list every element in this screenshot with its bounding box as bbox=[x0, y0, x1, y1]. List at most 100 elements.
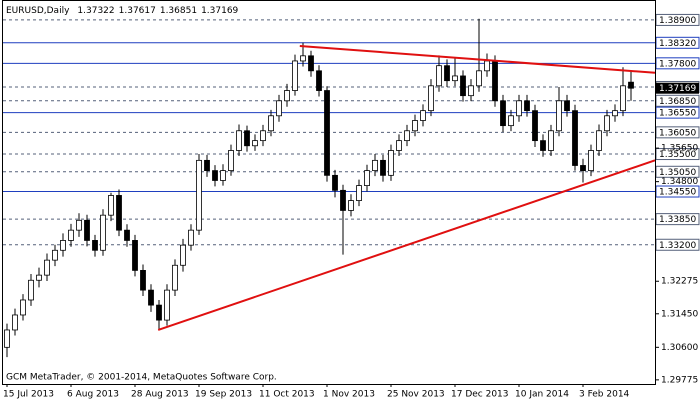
y-tick-label: 1.32275 bbox=[661, 277, 698, 287]
x-tick-label: 10 Jan 2014 bbox=[515, 390, 569, 400]
plot-frame bbox=[2, 0, 656, 385]
candle-body bbox=[372, 159, 378, 172]
candle-body bbox=[132, 240, 138, 271]
candle-body bbox=[20, 299, 26, 316]
candle-body bbox=[452, 75, 458, 82]
candle-body bbox=[588, 150, 594, 172]
candle-body bbox=[332, 174, 338, 191]
candle-body bbox=[188, 229, 194, 246]
candle-body bbox=[100, 214, 106, 251]
candle-body bbox=[84, 219, 90, 241]
y-tick-label: 1.35650 bbox=[661, 144, 698, 154]
candle-body bbox=[276, 100, 282, 117]
candle-body bbox=[92, 240, 98, 251]
candle-body bbox=[484, 60, 490, 72]
y-tick-label: 1.31450 bbox=[661, 309, 698, 319]
x-tick-label: 25 Nov 2013 bbox=[387, 390, 445, 400]
candle-body bbox=[364, 170, 370, 186]
candle-body bbox=[556, 100, 562, 132]
candle-body bbox=[108, 195, 114, 216]
candle-body bbox=[508, 115, 514, 127]
candle-body bbox=[196, 159, 202, 231]
candle-body bbox=[124, 229, 130, 241]
level-label: 1.36550 bbox=[659, 109, 696, 119]
candle-body bbox=[204, 159, 210, 172]
candle-body bbox=[396, 140, 402, 151]
header-high: 1.37617 bbox=[119, 6, 156, 16]
candle-body bbox=[596, 130, 602, 151]
header-open: 1.37322 bbox=[77, 6, 114, 16]
candle-body bbox=[468, 85, 474, 97]
level-label: 1.35500 bbox=[659, 150, 696, 160]
x-tick-label: 15 Jul 2013 bbox=[3, 390, 54, 400]
candle-body bbox=[148, 289, 154, 306]
level-label: 1.38320 bbox=[659, 39, 696, 49]
candle-body bbox=[260, 130, 266, 142]
y-tick-label: 1.34800 bbox=[661, 177, 698, 187]
candle-body bbox=[412, 120, 418, 132]
candle-body bbox=[308, 55, 314, 72]
trendline bbox=[157, 159, 656, 331]
candle-body bbox=[604, 115, 610, 132]
y-tick-label: 1.30600 bbox=[661, 343, 698, 353]
candle-body bbox=[164, 289, 170, 321]
candle-body bbox=[572, 110, 578, 166]
level-label: 1.36050 bbox=[659, 128, 696, 138]
level-label: 1.33200 bbox=[659, 241, 696, 251]
candle-body bbox=[524, 100, 530, 112]
price-box bbox=[656, 82, 699, 94]
candles bbox=[4, 18, 634, 358]
x-tick-label: 17 Dec 2013 bbox=[451, 390, 509, 400]
x-tick-label: 28 Aug 2013 bbox=[131, 390, 189, 400]
candle-body bbox=[236, 130, 242, 151]
level-label: 1.33850 bbox=[659, 215, 696, 225]
candle-body bbox=[620, 85, 626, 112]
candle-body bbox=[548, 130, 554, 151]
header-close: 1.37169 bbox=[201, 6, 238, 16]
candle-body bbox=[476, 70, 482, 87]
header-low: 1.36851 bbox=[160, 6, 197, 16]
candle-body bbox=[60, 240, 66, 251]
candle-body bbox=[444, 65, 450, 82]
candle-body bbox=[180, 244, 186, 266]
x-tick-label: 1 Nov 2013 bbox=[323, 390, 375, 400]
candle-body bbox=[532, 110, 538, 142]
x-tick-label: 6 Aug 2013 bbox=[67, 390, 119, 400]
candle-body bbox=[36, 274, 42, 281]
candle-body bbox=[156, 304, 162, 321]
candle-body bbox=[44, 259, 50, 276]
candle-body bbox=[492, 60, 498, 102]
candle-body bbox=[220, 170, 226, 181]
candle-body bbox=[516, 100, 522, 117]
candle-body bbox=[340, 189, 346, 211]
candle-body bbox=[380, 159, 386, 176]
candle-body bbox=[460, 75, 466, 97]
trendlines bbox=[157, 44, 656, 331]
candle-body bbox=[404, 130, 410, 142]
candle-body bbox=[268, 115, 274, 132]
candle-body bbox=[436, 65, 442, 87]
level-label: 1.36850 bbox=[659, 97, 696, 107]
level-label: 1.34550 bbox=[659, 188, 696, 198]
candle-body bbox=[300, 55, 306, 62]
candle-body bbox=[316, 70, 322, 91]
candle-body bbox=[12, 314, 18, 331]
candle-body bbox=[348, 200, 354, 211]
candle-body bbox=[140, 270, 146, 291]
candle-body bbox=[292, 60, 298, 91]
candle-body bbox=[252, 140, 258, 147]
candle-body bbox=[628, 81, 634, 89]
candle-body bbox=[212, 170, 218, 181]
candle-body bbox=[428, 85, 434, 112]
candle-body bbox=[324, 90, 330, 176]
x-tick-label: 11 Oct 2013 bbox=[259, 390, 315, 400]
chart-title: EURUSD,Daily 1.37322 1.37617 1.36851 1.37169 bbox=[6, 6, 239, 16]
trendline bbox=[299, 44, 656, 74]
candle-body bbox=[540, 140, 546, 151]
candle-body bbox=[500, 100, 506, 127]
candle-body bbox=[228, 150, 234, 172]
watermark: GCM MetaTrader, © 2001-2014, MetaQuotes … bbox=[6, 373, 277, 383]
level-label: 1.35050 bbox=[659, 168, 696, 178]
level-label: 1.38900 bbox=[659, 16, 696, 26]
